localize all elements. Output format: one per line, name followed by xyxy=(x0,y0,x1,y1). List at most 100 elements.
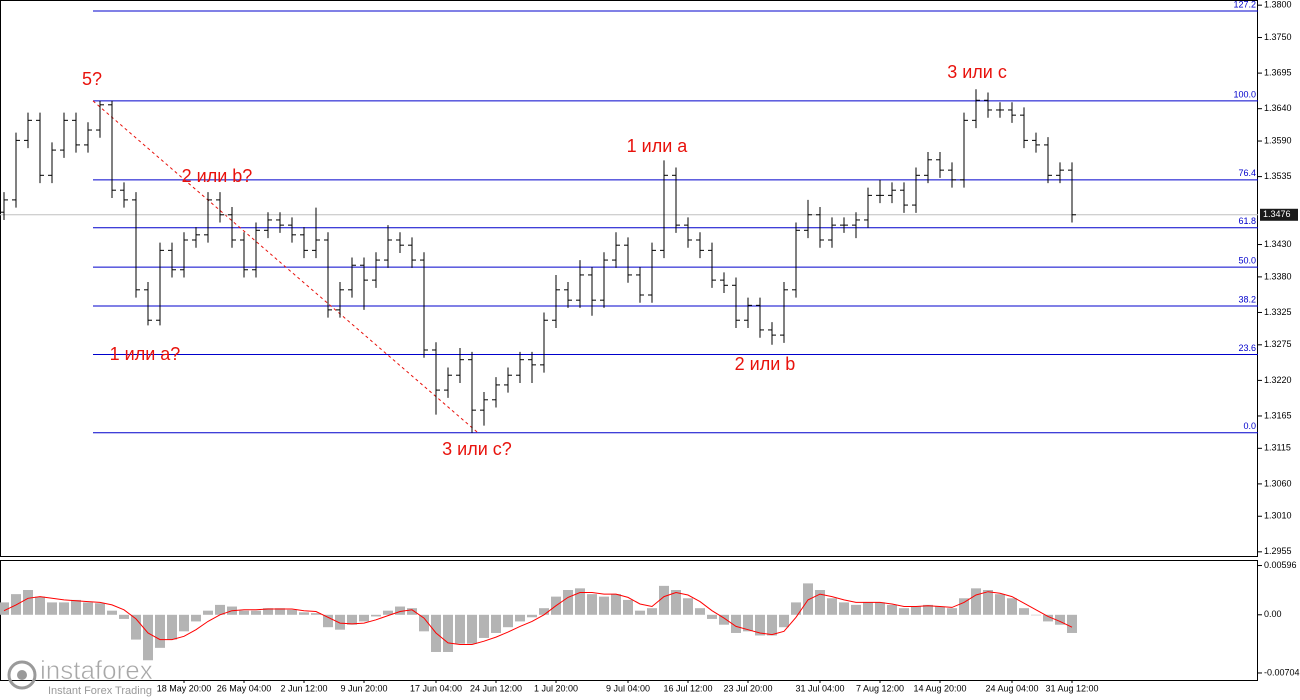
x-tick-label: 17 Jun 04:00 xyxy=(410,683,462,693)
macd-histogram-bar xyxy=(143,614,153,661)
current-price-badge xyxy=(1260,208,1298,221)
macd-histogram-bar xyxy=(1067,614,1077,633)
macd-histogram-bar xyxy=(851,604,861,615)
macd-histogram-bar xyxy=(323,614,333,628)
wave-label: 2 или b? xyxy=(182,166,253,186)
fib-label: 76.4 xyxy=(1238,168,1256,178)
macd-histogram-bar xyxy=(1019,608,1029,615)
macd-histogram-bar xyxy=(119,614,129,619)
macd-histogram-bar xyxy=(1007,598,1017,615)
wave-label: 3 или c? xyxy=(442,439,512,459)
macd-histogram-bar xyxy=(767,614,777,636)
macd-y-tick-label: 0.00596 xyxy=(1264,560,1297,570)
price-panel-frame xyxy=(0,0,1258,557)
logo-icon xyxy=(7,660,37,690)
macd-histogram-bar xyxy=(311,613,321,615)
x-tick-label: 2 Jun 12:00 xyxy=(280,683,327,693)
macd-histogram-bar xyxy=(131,614,141,640)
macd-histogram-bar xyxy=(287,609,297,615)
macd-histogram-bar xyxy=(491,614,501,633)
macd-histogram-bar xyxy=(731,614,741,633)
macd-histogram-bar xyxy=(191,614,201,622)
y-tick-label: 1.3115 xyxy=(1264,443,1291,453)
macd-histogram-bar xyxy=(47,602,57,615)
macd-histogram-bar xyxy=(671,590,681,615)
y-tick-label: 1.3750 xyxy=(1264,32,1292,42)
watermark: instaforex Instant Forex Trading xyxy=(7,655,153,697)
macd-histogram-bar xyxy=(1055,614,1065,625)
macd-histogram-bar xyxy=(167,614,177,640)
macd-histogram-bar xyxy=(527,614,537,618)
wave-label: 3 или c xyxy=(947,62,1007,82)
wave-label: 2 или b xyxy=(735,354,796,374)
macd-histogram-bar xyxy=(179,614,189,632)
fib-label: 23.6 xyxy=(1238,343,1256,353)
macd-histogram-bar xyxy=(755,614,765,636)
fib-label: 61.8 xyxy=(1238,216,1256,226)
macd-histogram-bar xyxy=(239,610,249,615)
macd-histogram-bar xyxy=(971,588,981,615)
x-tick-label: 23 Jul 20:00 xyxy=(723,683,772,693)
fib-label: 50.0 xyxy=(1238,256,1256,266)
macd-histogram-bar xyxy=(299,612,309,615)
macd-histogram-bar xyxy=(719,614,729,625)
macd-histogram-bar xyxy=(803,583,813,615)
wave-label: 5? xyxy=(82,69,102,89)
y-tick-label: 1.3220 xyxy=(1264,375,1292,385)
logo-name: instaforex xyxy=(40,655,153,685)
macd-histogram-bar xyxy=(683,598,693,615)
macd-histogram-bar xyxy=(983,590,993,615)
wave-label: 1 или a xyxy=(627,136,689,156)
fib-label: 0.0 xyxy=(1243,421,1256,431)
macd-histogram-bar xyxy=(875,602,885,615)
x-tick-label: 14 Aug 20:00 xyxy=(913,683,966,693)
x-tick-label: 18 May 20:00 xyxy=(157,683,212,693)
macd-panel-frame xyxy=(0,560,1258,681)
macd-histogram-bar xyxy=(575,588,585,615)
macd-histogram-bar xyxy=(503,614,513,628)
macd-histogram-bar xyxy=(443,614,453,652)
x-tick-label: 26 May 04:00 xyxy=(217,683,272,693)
macd-histogram-bar xyxy=(479,614,489,638)
macd-histogram-bar xyxy=(215,604,225,615)
logo-icon-core xyxy=(17,670,27,680)
macd-histogram-bar xyxy=(515,614,525,622)
macd-histogram-bar xyxy=(251,610,261,615)
macd-histogram-bar xyxy=(863,602,873,615)
logo-tagline: Instant Forex Trading xyxy=(48,685,152,697)
macd-histogram-bar xyxy=(827,598,837,615)
y-tick-label: 1.3430 xyxy=(1264,239,1292,249)
macd-histogram-bar xyxy=(155,614,165,648)
fib-trendline xyxy=(92,100,479,434)
x-tick-label: 9 Jul 04:00 xyxy=(606,683,650,693)
macd-histogram-bar xyxy=(1043,614,1053,622)
y-tick-label: 1.3060 xyxy=(1264,478,1292,488)
macd-histogram-bar xyxy=(647,608,657,615)
y-tick-label: 1.3695 xyxy=(1264,67,1292,77)
macd-histogram-bar xyxy=(95,603,105,615)
macd-histogram-bar xyxy=(563,590,573,615)
y-tick-label: 1.3640 xyxy=(1264,103,1292,113)
macd-histogram-bar xyxy=(83,602,93,615)
macd-histogram-bar xyxy=(407,608,417,615)
macd-histogram-bar xyxy=(71,599,81,615)
macd-histogram-bar xyxy=(395,606,405,615)
macd-histogram-bar xyxy=(707,614,717,619)
macd-histogram-bar xyxy=(335,614,345,630)
macd-histogram-bar xyxy=(107,610,117,615)
macd-histogram-bar xyxy=(275,608,285,615)
x-tick-label: 16 Jul 12:00 xyxy=(663,683,712,693)
y-tick-label: 1.3275 xyxy=(1264,339,1292,349)
macd-histogram-bar xyxy=(1031,614,1041,616)
macd-histogram-bar xyxy=(611,594,621,615)
macd-histogram-bar xyxy=(743,614,753,632)
macd-histogram-bar xyxy=(203,610,213,615)
macd-histogram-bar xyxy=(659,585,669,615)
macd-histogram-bar xyxy=(635,610,645,615)
macd-histogram-bar xyxy=(815,590,825,615)
y-tick-label: 1.3165 xyxy=(1264,410,1292,420)
macd-histogram-bar xyxy=(371,614,381,617)
macd-histogram-bar xyxy=(899,608,909,615)
y-tick-label: 1.3800 xyxy=(1264,0,1292,10)
